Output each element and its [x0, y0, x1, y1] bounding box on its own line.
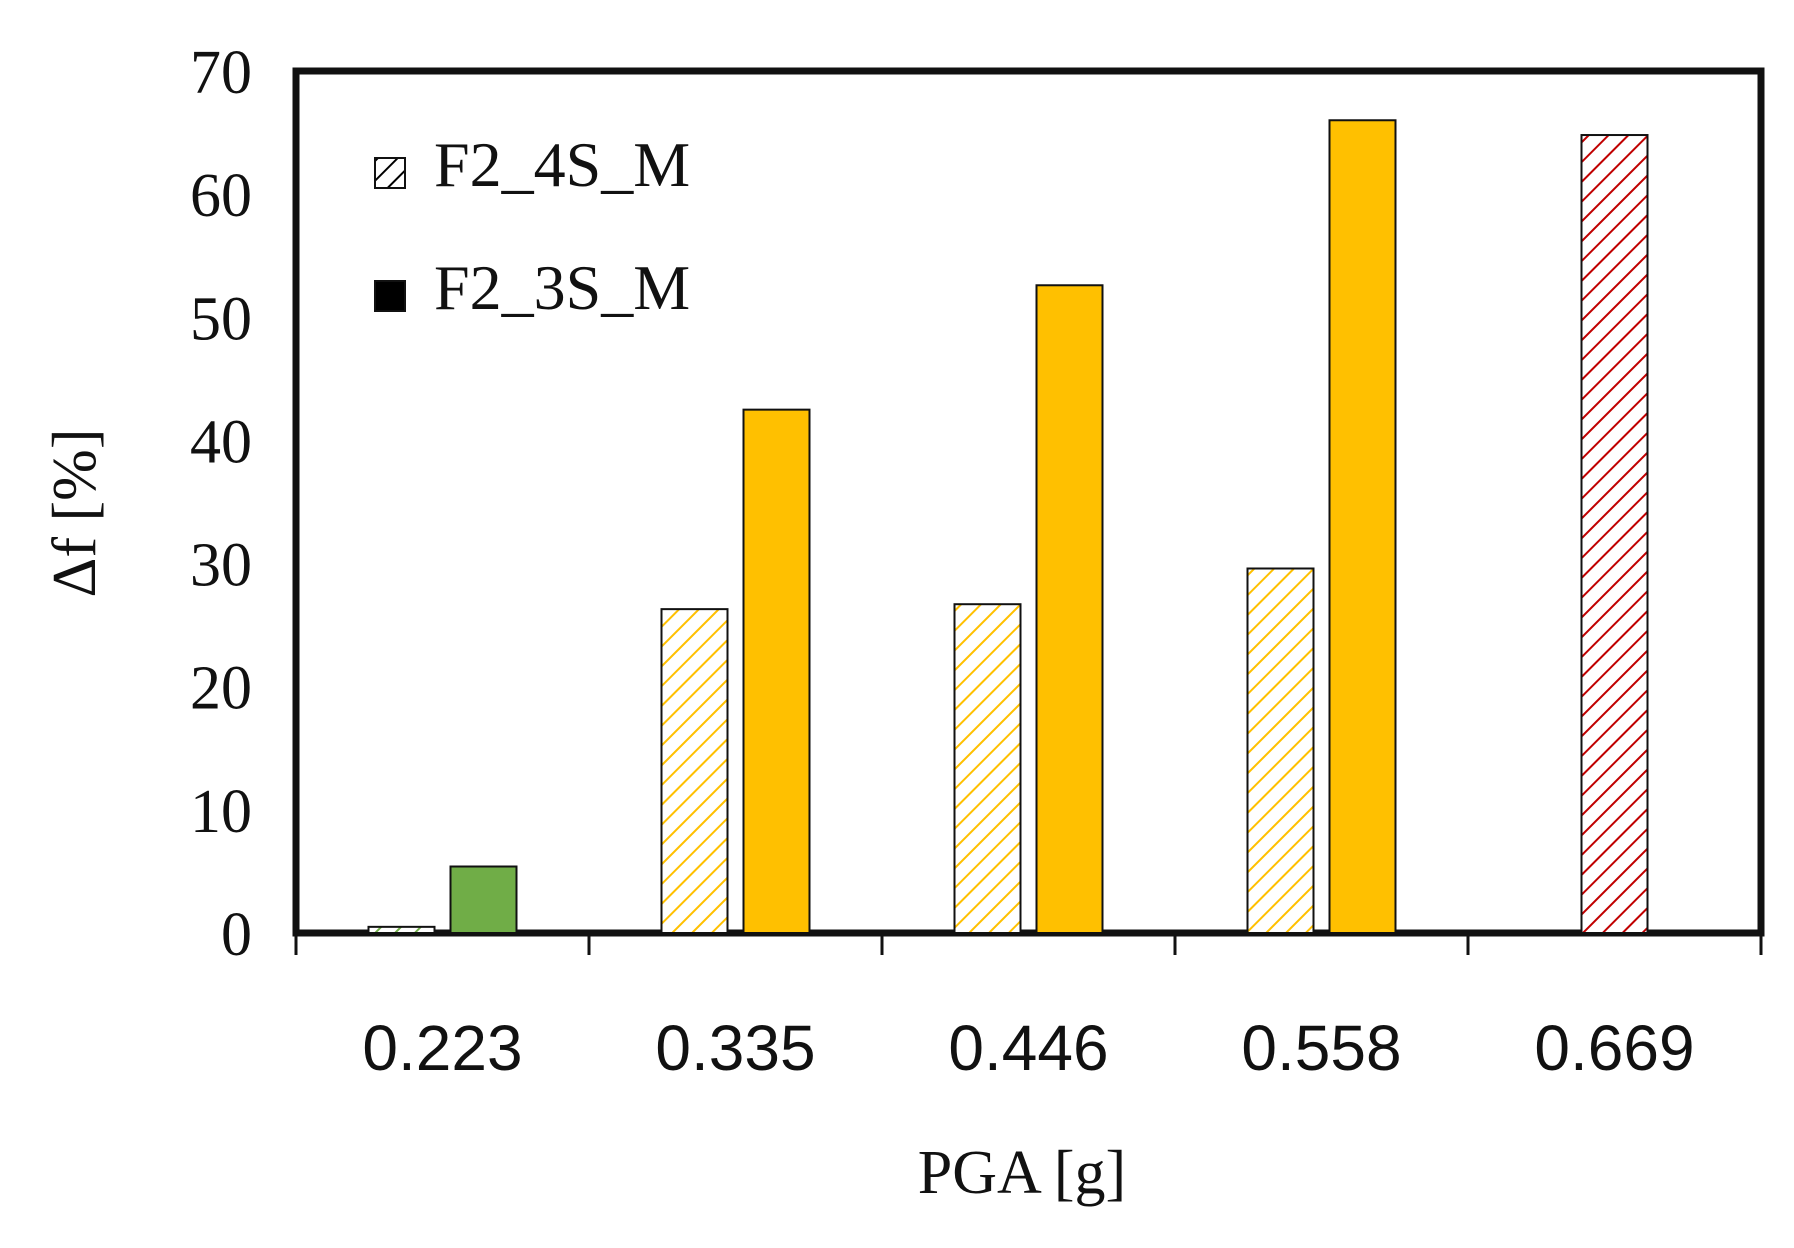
y-tick-label-40: 40	[190, 408, 252, 476]
x-axis-label: PGA [g]	[918, 1139, 1126, 1207]
bar-f2-4s-m-0-669	[1580, 134, 1649, 934]
x-tick-label-0-446: 0.446	[948, 1012, 1108, 1084]
plot-border	[292, 67, 1765, 937]
x-tick-label-0-669: 0.669	[1534, 1012, 1694, 1084]
x-tick-label-0-223: 0.223	[362, 1012, 522, 1084]
plot-frame	[292, 67, 1765, 937]
legend-label-f2-3s-m: F2_3S_M	[434, 252, 690, 323]
y-tick-label-70: 70	[190, 39, 252, 107]
legend-swatch-f2-4s-m	[374, 157, 406, 189]
legend-swatch-f2-3s-m	[374, 280, 406, 312]
legend-label-f2-4s-m: F2_4S_M	[434, 129, 690, 200]
bar-f2-4s-m-0-335	[660, 608, 729, 934]
bar-f2-3s-m-0-335	[742, 408, 811, 934]
bars	[367, 119, 1649, 935]
bar-f2-3s-m-0-446	[1035, 284, 1104, 935]
x-axis-ticks: 0.223 0.335 0.446 0.558 0.669	[294, 933, 1763, 1084]
bar-f2-4s-m-0-223	[367, 925, 436, 934]
bar-f2-3s-m-0-558	[1328, 119, 1397, 934]
bar-f2-4s-m-0-558	[1246, 567, 1315, 934]
y-axis-label: Δf [%]	[41, 429, 109, 598]
bar-f2-3s-m-0-223	[449, 865, 518, 935]
y-tick-label-10: 10	[190, 778, 252, 846]
y-tick-label-50: 50	[190, 285, 252, 353]
y-tick-label-0: 0	[221, 901, 252, 969]
y-tick-label-60: 60	[190, 162, 252, 230]
y-axis-ticks: 0 10 20 30 40 50 60 70	[190, 39, 252, 969]
y-tick-label-30: 30	[190, 532, 252, 600]
x-tick-label-0-335: 0.335	[655, 1012, 815, 1084]
legend: F2_4S_M F2_3S_M	[374, 129, 690, 323]
bar-f2-4s-m-0-446	[953, 603, 1022, 934]
x-tick-label-0-558: 0.558	[1241, 1012, 1401, 1084]
y-tick-label-20: 20	[190, 655, 252, 723]
